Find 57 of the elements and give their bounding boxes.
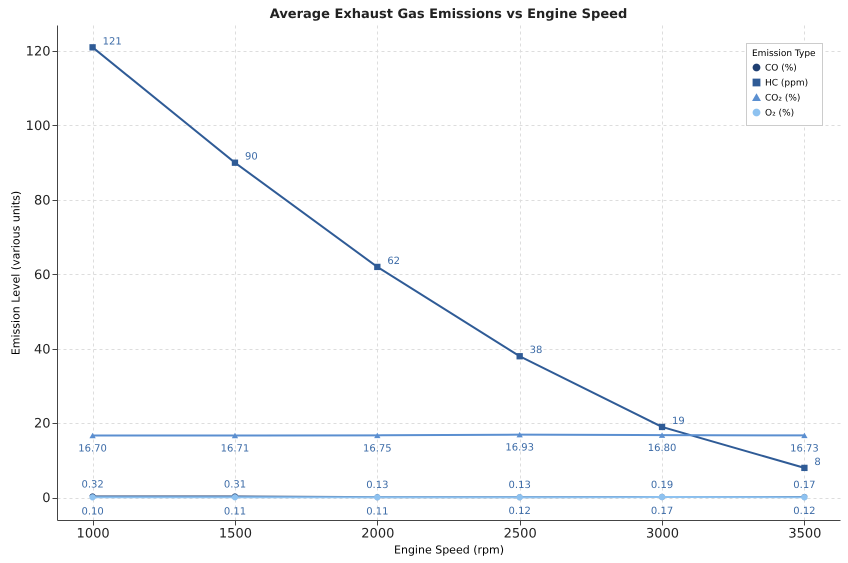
data-label: 16.73 (790, 443, 819, 454)
data-label: 0.19 (650, 480, 674, 491)
legend-label: CO₂ (%) (765, 94, 800, 104)
data-label: 0.17 (793, 480, 816, 492)
data-label: 16.70 (78, 444, 107, 455)
y-tick-label: 60 (34, 268, 50, 283)
x-tick-label: 1500 (218, 526, 252, 542)
y-tick-label: 0 (42, 491, 50, 506)
y-axis-title: Emission Level (various units) (10, 190, 23, 356)
data-label: 0.12 (793, 506, 816, 518)
y-tick-label: 100 (26, 118, 50, 134)
data-label: 38 (530, 345, 542, 356)
x-tick-label: 1000 (76, 526, 110, 542)
x-tick-label: 3500 (788, 526, 822, 542)
data-label: 0.13 (508, 480, 531, 492)
data-label: 19 (672, 416, 685, 427)
data-label: 62 (387, 256, 400, 267)
point (658, 432, 666, 438)
data-label: 0.10 (81, 506, 104, 518)
x-tick-label: 2500 (504, 526, 537, 542)
data-label: 0.11 (224, 506, 246, 518)
data-label: 16.75 (363, 443, 392, 454)
y-tick-label: 80 (34, 193, 50, 208)
data-label: 0.31 (224, 480, 246, 491)
legend-label: CO (%) (765, 64, 797, 74)
legend-label: O₂ (%) (765, 108, 794, 118)
legend-label: HC (ppm) (765, 78, 808, 88)
x-tick-label: 2000 (361, 526, 394, 542)
data-label: 0.32 (81, 479, 104, 490)
point (89, 432, 96, 438)
data-label: 0.11 (366, 506, 388, 518)
data-label: 0.13 (366, 480, 388, 492)
point (516, 432, 523, 438)
x-axis-title: Engine Speed (rpm) (394, 544, 504, 556)
point (801, 464, 808, 472)
data-label: 16.93 (505, 442, 534, 454)
point (658, 424, 666, 430)
data-label: 0.17 (650, 506, 674, 518)
point (232, 160, 238, 166)
point (232, 432, 238, 438)
x-tick-label: 3000 (646, 526, 680, 542)
point (89, 44, 96, 50)
y-tick-label: 40 (34, 342, 50, 358)
point (374, 264, 380, 270)
data-label: 0.12 (508, 506, 531, 518)
point (374, 432, 380, 438)
y-tick-label: 20 (34, 416, 50, 432)
point (801, 432, 808, 438)
chart-title: Average Exhaust Gas Emissions vs Engine Speed (270, 7, 628, 22)
legend-title: Emission Type (752, 49, 816, 59)
data-label: 121 (102, 36, 122, 48)
data-label: 90 (244, 152, 258, 163)
point (516, 353, 523, 360)
data-label: 16.80 (648, 443, 676, 454)
y-tick-label: 120 (26, 44, 50, 60)
data-label: 16.71 (220, 443, 250, 454)
data-label: 8 (814, 456, 821, 468)
